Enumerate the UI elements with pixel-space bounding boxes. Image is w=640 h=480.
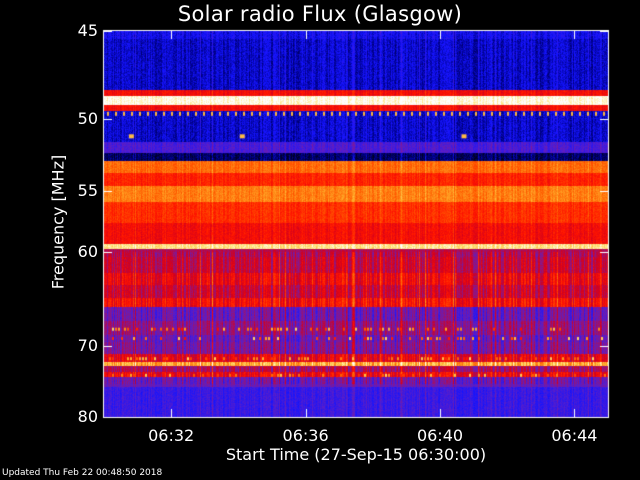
y-tick-label: 80 (77, 407, 98, 426)
y-tick-label: 55 (77, 181, 98, 201)
y-tick-label: 45 (77, 21, 98, 40)
x-tick-label: 06:32 (148, 426, 195, 445)
x-tick-label: 06:40 (416, 426, 464, 445)
x-tick-label: 06:36 (282, 426, 329, 445)
y-tick-label: 50 (77, 109, 98, 129)
x-axis-label: Start Time (27-Sep-15 06:30:00) (225, 445, 487, 464)
y-tick-label: 70 (77, 336, 98, 356)
x-tick-label: 06:44 (551, 426, 598, 445)
y-tick-label: 60 (77, 241, 98, 261)
y-axis-label: Frequency [MHz] (48, 154, 68, 290)
chart-title: Solar radio Flux (Glasgow) (177, 2, 463, 26)
updated-timestamp: Updated Thu Feb 22 00:48:50 2018 (2, 468, 163, 478)
